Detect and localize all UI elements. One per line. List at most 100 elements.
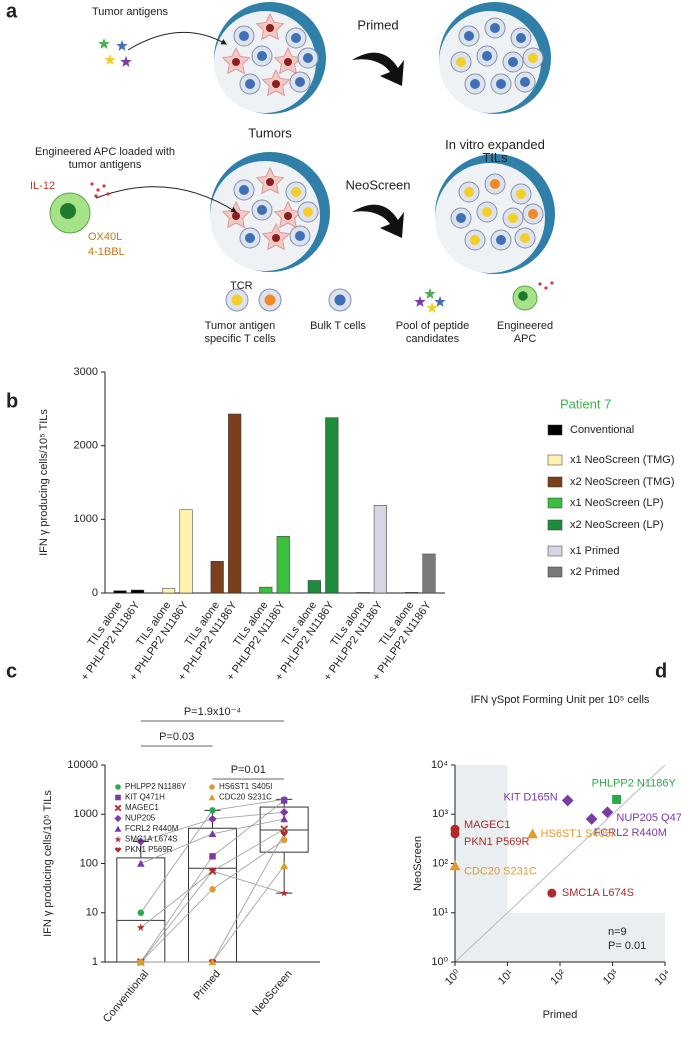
antigen [116,40,128,51]
y-tick-label: 10² [432,857,448,869]
label: IL-12 [30,180,55,192]
label: Tumor antigen specific T cells [204,320,276,345]
tumor-nucleus [284,212,292,220]
t-nucleus [528,209,538,219]
identity-line [454,764,666,963]
marker [136,958,145,966]
cytokine [538,282,542,286]
x-tick-label: 10¹ [496,967,516,987]
bar [325,417,339,594]
point-label: KIT D165N [503,791,557,803]
label: Tumors [248,125,292,140]
peptide [426,302,438,313]
legend-label: x2 NeoScreen (LP) [570,519,664,531]
marker [208,958,217,966]
tumor-nucleus [232,212,240,220]
label: Bulk T cells [310,320,366,332]
apc-nucleus [518,291,528,301]
legend-swatch [547,497,563,509]
t-nucleus [470,79,480,89]
marker [209,853,216,860]
point-label: NUP205 Q471H [616,812,681,824]
y-tick-label: 2000 [74,440,98,452]
cytokine [106,192,110,196]
t-nucleus [239,185,249,195]
t-nucleus [334,294,346,306]
bar [259,586,273,594]
label: Engineered APC loaded with tumor antigen… [34,146,176,171]
y-tick-label: 1000 [74,513,98,525]
t-nucleus [520,77,530,87]
marker [209,807,216,814]
x-tick-label: Conventional [101,968,151,1025]
marker [527,828,538,839]
shade [455,765,508,962]
y-tick-label: 0 [92,587,98,599]
marker [280,836,288,844]
t-nucleus [295,231,305,241]
label: Primed [357,17,398,32]
legend-label: Conventional [570,424,634,436]
t-nucleus [303,207,313,217]
marker [208,814,217,824]
p-value: P=1.9x10⁻⁴ [184,706,242,718]
panel-letter: a [6,0,18,22]
tumor-nucleus [272,80,280,88]
tumor-nucleus [266,24,274,32]
marker [114,825,122,832]
t-nucleus [528,53,538,63]
t-nucleus [291,33,301,43]
y-tick-label: 3000 [74,366,98,378]
t-nucleus [508,213,518,223]
t-nucleus [520,233,530,243]
legend-swatch [547,454,563,466]
arrow [127,31,228,51]
t-nucleus [482,51,492,61]
label: OX40L [88,231,122,243]
t-nucleus [490,179,500,189]
y-axis-label: IFN γ producing cells/10⁵ TILs [42,790,54,937]
bar [228,413,242,594]
t-nucleus [470,235,480,245]
legend-swatch [547,476,563,488]
legend-label: MAGEC1 [125,803,159,812]
marker [115,784,121,790]
antigen [120,56,132,67]
point-label: PHLPP2 N1186Y [592,777,677,789]
p-value: P=0.01 [231,764,266,776]
t-nucleus [264,294,276,306]
bar [356,592,370,594]
p-value: P=0.03 [159,731,194,743]
point-label: CDC20 S231C [464,866,537,878]
marker [136,837,145,846]
tumor-nucleus [266,178,274,186]
marker [114,814,122,823]
legend-label: HS6ST1 S405I [219,782,272,791]
x-tick-label: 10² [548,967,568,987]
antigen [104,54,116,65]
cytokine [544,286,548,290]
arrow [95,186,238,213]
legend-label: NUP205 [125,814,156,823]
marker [208,830,217,838]
t-nucleus [245,79,255,89]
panel-letter: c [6,660,17,682]
x-tick-label: Primed [191,968,223,1002]
y-tick-label: 10¹ [432,907,448,919]
marker [449,860,461,871]
peptide [424,288,436,299]
marker [612,794,622,804]
tumor-nucleus [272,234,280,242]
marker [136,923,145,931]
marker [209,886,216,893]
legend-swatch [547,566,563,578]
marker [208,794,216,801]
apc-nucleus [60,203,76,219]
y-tick-label: 1000 [74,808,98,820]
antigen [98,38,110,49]
bar [422,553,436,594]
marker [280,861,289,869]
marker [137,909,145,916]
t-nucleus [464,31,474,41]
